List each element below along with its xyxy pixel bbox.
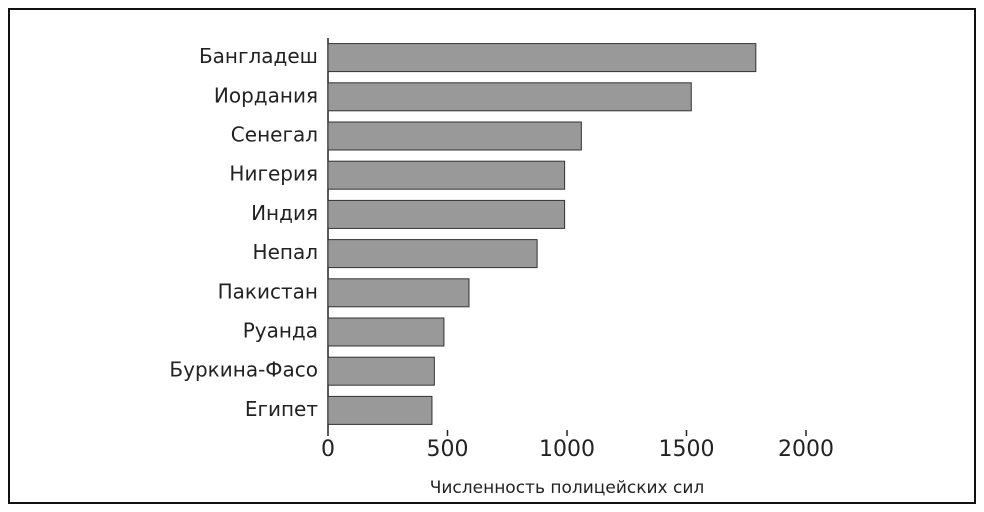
bar [327,278,470,308]
bar [327,199,566,229]
y-tick-label: Руанда [243,319,318,343]
y-tick-label: Индия [251,201,318,225]
x-axis-label: Численность полицейских сил [430,478,705,498]
bar [327,82,692,112]
x-tick-label: 1000 [539,437,595,462]
y-tick-label: Бангладеш [199,44,318,68]
y-tick-label: Пакистан [218,279,318,303]
bar [327,317,445,347]
x-tick-label: 2000 [778,437,834,462]
y-tick-label: Иордания [214,83,318,107]
bar [327,160,566,190]
x-tick-label: 0 [321,437,335,462]
bar [327,121,582,151]
y-tick-label: Египет [245,397,319,421]
y-tick-label: Сенегал [231,123,318,147]
y-tick-label: Нигерия [229,162,318,186]
x-tick-label: 500 [427,437,469,462]
bar [327,356,435,386]
bar [327,43,757,73]
bar [327,395,433,425]
x-tick-label: 1500 [659,437,715,462]
bar [327,239,538,269]
y-tick-label: Буркина-Фасо [169,358,318,382]
y-tick-label: Непал [253,240,318,264]
